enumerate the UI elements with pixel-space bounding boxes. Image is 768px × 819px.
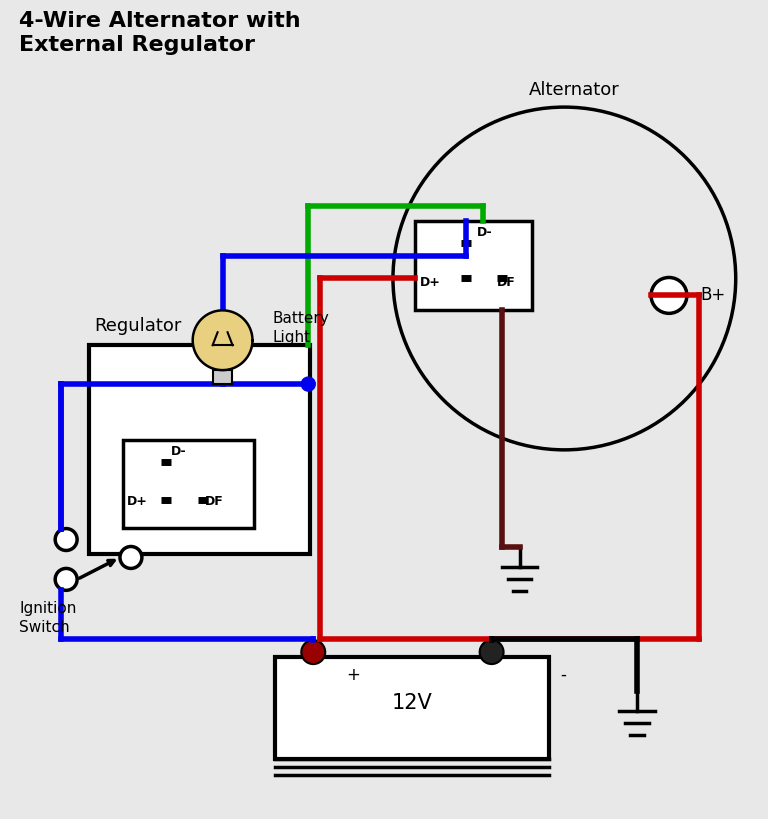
Circle shape: [301, 640, 325, 664]
Text: D+: D+: [420, 276, 441, 289]
Text: 12V: 12V: [392, 693, 433, 713]
Text: B+: B+: [701, 287, 726, 305]
FancyBboxPatch shape: [123, 440, 254, 527]
Text: D+: D+: [127, 495, 147, 508]
Text: DF: DF: [204, 495, 223, 508]
Circle shape: [55, 568, 77, 590]
Text: Alternator: Alternator: [529, 81, 620, 99]
FancyBboxPatch shape: [415, 220, 532, 310]
Text: D-: D-: [170, 445, 187, 458]
Circle shape: [120, 546, 142, 568]
Text: DF: DF: [497, 276, 515, 289]
Circle shape: [55, 528, 77, 550]
Text: -: -: [561, 666, 566, 684]
Text: D-: D-: [477, 226, 492, 238]
FancyBboxPatch shape: [276, 657, 549, 758]
Text: 4-Wire Alternator with
External Regulator: 4-Wire Alternator with External Regulato…: [19, 11, 301, 56]
Polygon shape: [193, 310, 253, 370]
FancyBboxPatch shape: [89, 346, 310, 554]
Text: Ignition
Switch: Ignition Switch: [19, 601, 77, 635]
FancyBboxPatch shape: [213, 370, 232, 384]
Circle shape: [651, 278, 687, 314]
Text: Regulator: Regulator: [94, 317, 181, 335]
Circle shape: [480, 640, 504, 664]
Circle shape: [301, 377, 315, 391]
Text: Battery
Light: Battery Light: [273, 311, 329, 345]
Text: +: +: [346, 666, 360, 684]
